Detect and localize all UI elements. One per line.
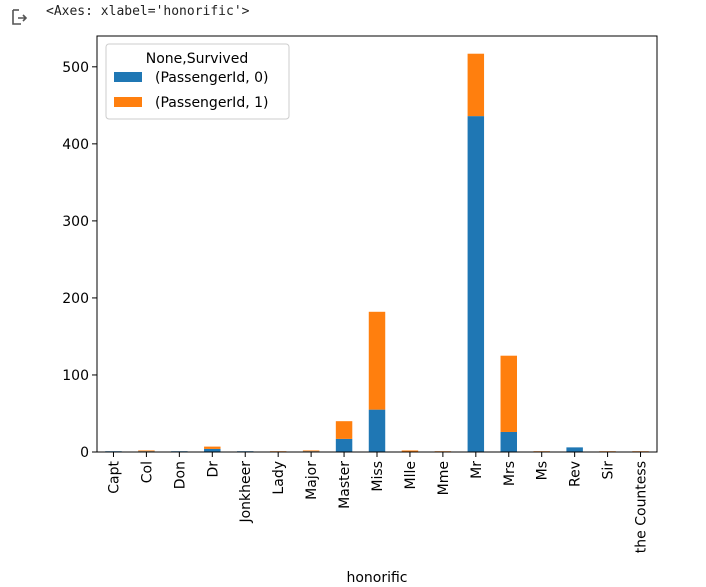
y-tick-label: 0 <box>80 445 89 461</box>
bar-rev-series-0 <box>566 447 583 452</box>
y-axis: 0 100 200 300 400 500 <box>62 60 97 461</box>
x-tick-label: the Countess <box>634 461 650 553</box>
legend-swatch-1 <box>114 97 142 107</box>
bar-mr-series-0 <box>467 116 485 452</box>
x-tick-label: Lady <box>271 461 287 495</box>
y-tick-label: 200 <box>62 291 89 307</box>
legend-swatch-0 <box>114 72 142 82</box>
x-tick-label: Col <box>139 461 155 483</box>
bar-miss-series-1 <box>368 311 386 410</box>
output-arrow-icon <box>12 9 28 25</box>
bar-master-series-1 <box>335 421 353 439</box>
legend-label-1: (PassengerId, 1) <box>155 95 268 111</box>
x-tick-label: Don <box>172 461 188 489</box>
bar-mr-series-1 <box>467 53 485 117</box>
x-tick-label: Ms <box>535 461 551 480</box>
bar-dr-series-0 <box>204 448 221 452</box>
x-tick-label: Sir <box>601 461 617 480</box>
y-tick-label: 100 <box>62 368 89 384</box>
bar-mrs-series-1 <box>500 355 517 432</box>
bar-major-series-1 <box>302 450 320 452</box>
bar-master-series-0 <box>335 438 353 452</box>
x-tick-label: Dr <box>205 461 221 478</box>
bar-dr-series-1 <box>204 446 221 449</box>
legend: None,Survived (PassengerId, 0) (Passenge… <box>105 43 290 120</box>
bars-group <box>105 53 649 452</box>
bar-miss-series-0 <box>368 409 386 452</box>
bar-col-series-1 <box>138 450 155 452</box>
legend-label-0: (PassengerId, 0) <box>155 70 268 86</box>
x-axis-label: honorific <box>346 570 407 586</box>
x-tick-label: Jonkheer <box>238 461 254 524</box>
x-axis: Capt Col Don Dr Jonkheer Lady Major Master Miss M… <box>106 452 650 553</box>
x-tick-label: Mme <box>436 461 452 495</box>
x-tick-label: Capt <box>106 460 122 493</box>
y-tick-label: 500 <box>62 60 89 76</box>
x-tick-label: Mrs <box>502 461 518 486</box>
y-tick-label: 400 <box>62 137 89 153</box>
bar-mrs-series-0 <box>500 431 517 452</box>
x-tick-label: Rev <box>568 461 584 487</box>
x-tick-label: Master <box>337 461 353 509</box>
x-tick-label: Mr <box>469 461 485 479</box>
legend-frame <box>105 43 290 120</box>
x-tick-label: Miss <box>370 461 386 492</box>
legend-title: None,Survived <box>146 51 248 67</box>
bar-mlle-series-1 <box>401 450 419 452</box>
output-text: <Axes: xlabel='honorific'> <box>46 4 250 19</box>
y-tick-label: 300 <box>62 214 89 230</box>
x-tick-label: Major <box>304 461 320 500</box>
x-tick-label: Mlle <box>403 461 419 489</box>
